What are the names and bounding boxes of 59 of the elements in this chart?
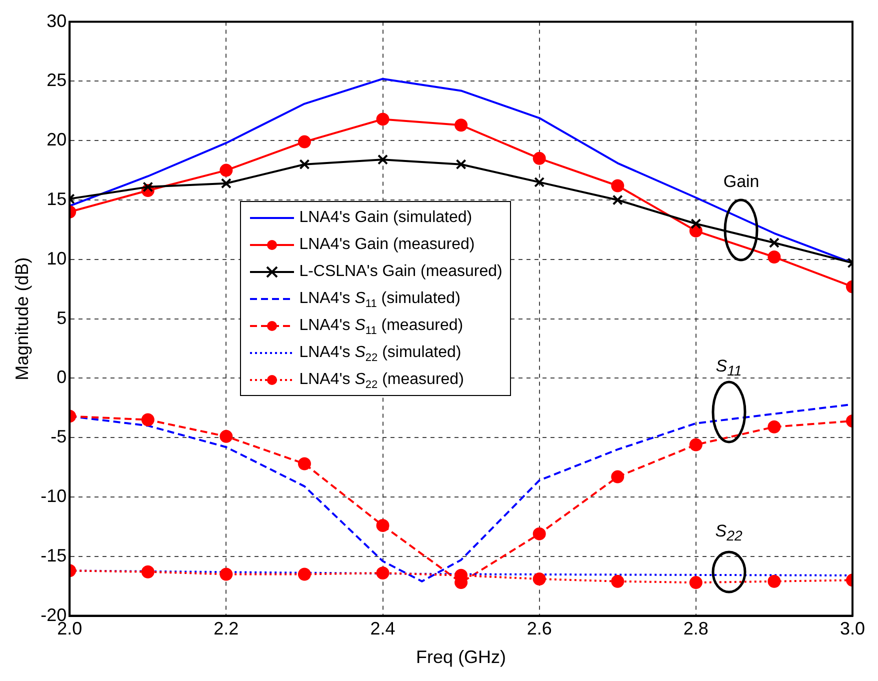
y-tick-label: 0 [56,367,67,388]
point [768,420,781,434]
point [611,470,624,484]
point [532,152,546,165]
point [611,574,624,588]
point [534,176,545,188]
x-axis-title: Freq (GHz) [416,647,506,668]
point [532,527,546,540]
point [456,159,466,170]
point [454,118,468,132]
point [299,159,310,170]
x-tick-label: 2.2 [214,618,239,639]
y-tick-label: 10 [46,248,67,268]
legend-label: LNA4's S$_{22}$ (simulated) [299,344,462,364]
point [298,568,311,581]
point [376,566,390,580]
point [376,112,390,126]
point [141,565,154,578]
legend-label: LNA4's S$_{22}$ (measured) [299,370,464,392]
y-tick-label: -15 [40,545,67,566]
x-tick-label: 2.4 [370,618,396,639]
point [612,194,623,206]
point [220,430,233,443]
point [298,457,311,470]
point [220,178,232,189]
y-tick-label: 25 [46,70,67,90]
legend-label: L-CSLNA's Gain (measured) [299,262,502,280]
point [142,182,154,192]
point [298,135,311,148]
annotation: S$_{11}$ [716,356,742,382]
annotation: Gain [723,172,760,192]
y-tick-label: 30 [46,10,67,31]
y-tick-label: 20 [46,130,67,150]
legend-label: LNA4's Gain (measured) [299,236,475,253]
y-tick-label: 5 [56,308,67,328]
point [532,572,546,586]
y-tick-label: -10 [40,486,67,506]
point [220,568,233,581]
y-axis-title: Magnitude (dB) [12,257,32,380]
legend-label: LNA4's Gain (simulated) [299,208,472,226]
point [690,218,702,230]
y-tick-label: 15 [46,188,67,209]
x-tick-label: 2.8 [683,618,708,639]
point [376,519,390,532]
point [378,154,388,165]
point [141,413,154,426]
annotation: S$_{22}$ [715,521,742,546]
point [768,238,780,248]
point [768,250,781,264]
legend-label: LNA4's S$_{11}$ (simulated) [299,290,460,310]
point [689,438,702,452]
legend-label: LNA4's S$_{11}$ (measured) [299,316,464,338]
point [220,164,233,177]
x-tick-label: 3.0 [840,618,866,639]
point [768,574,781,588]
x-tick-label: 2.6 [526,618,552,639]
point [611,179,624,192]
point [689,576,702,590]
y-tick-label: -5 [50,426,67,447]
